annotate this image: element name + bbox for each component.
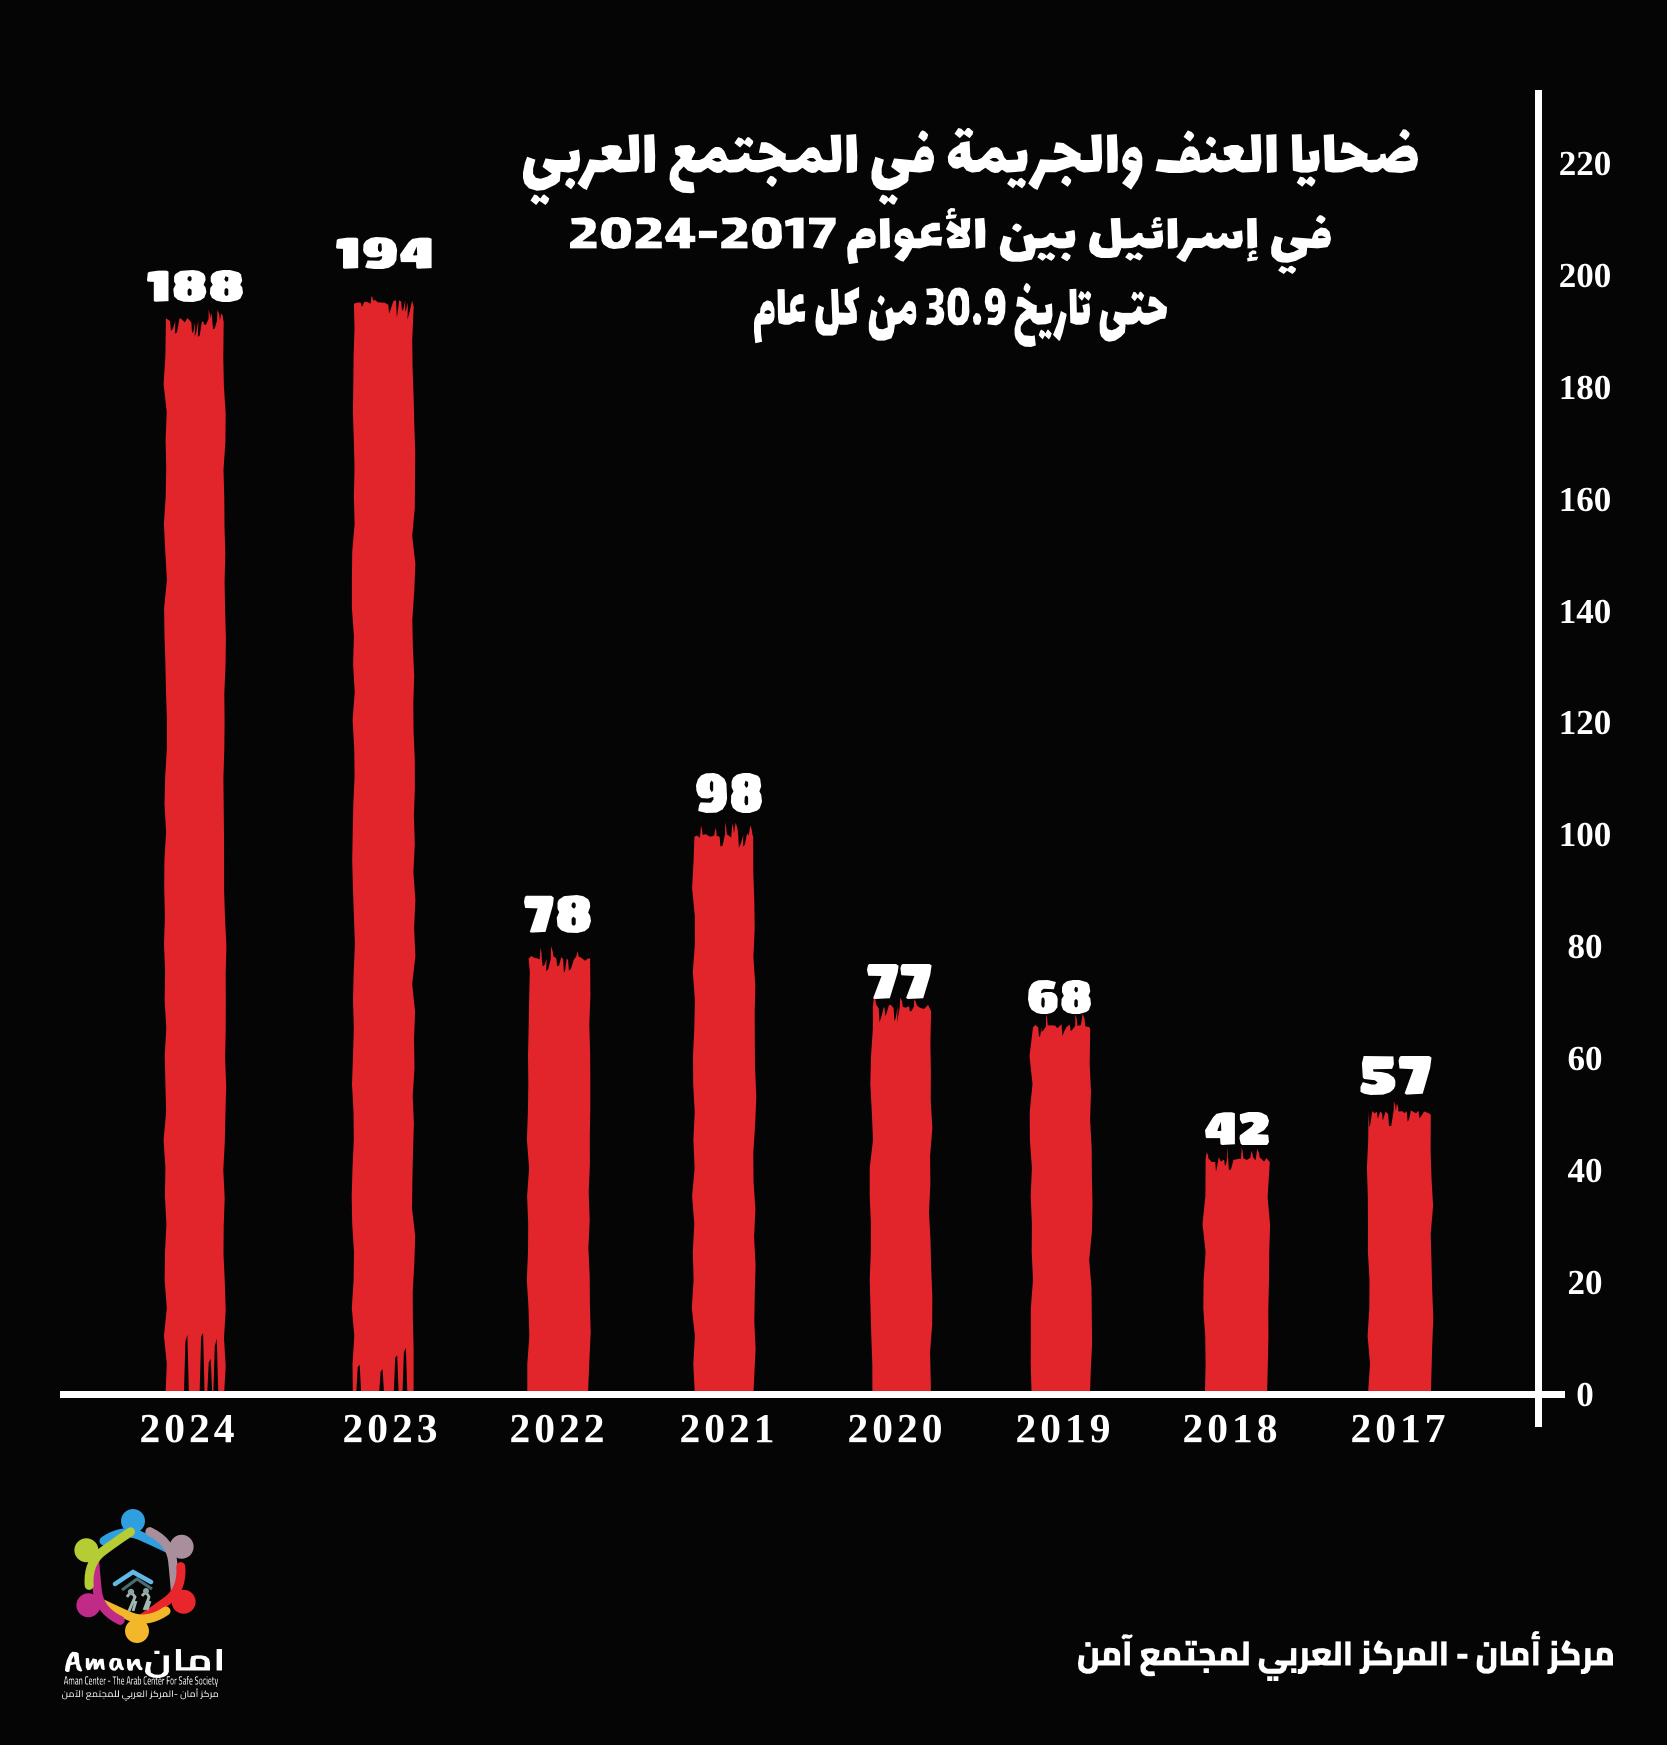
svg-text:2022: 2022 (510, 1405, 609, 1451)
svg-text:40: 40 (1568, 1151, 1603, 1190)
svg-text:220: 220 (1559, 144, 1612, 183)
svg-text:2024: 2024 (140, 1405, 239, 1451)
svg-text:140: 140 (1559, 592, 1612, 631)
svg-text:120: 120 (1559, 703, 1612, 742)
svg-text:180: 180 (1559, 368, 1612, 407)
svg-text:0: 0 (1576, 1375, 1594, 1414)
svg-text:2019: 2019 (1016, 1405, 1115, 1451)
svg-text:2020: 2020 (848, 1405, 947, 1451)
svg-text:80: 80 (1568, 927, 1603, 966)
svg-text:160: 160 (1559, 480, 1612, 519)
svg-text:2021: 2021 (680, 1405, 779, 1451)
svg-text:2017: 2017 (1351, 1405, 1450, 1451)
svg-text:2018: 2018 (1183, 1405, 1282, 1451)
svg-text:60: 60 (1568, 1039, 1603, 1078)
svg-text:100: 100 (1559, 815, 1612, 854)
svg-text:20: 20 (1568, 1263, 1603, 1302)
svg-text:200: 200 (1559, 256, 1612, 295)
svg-text:2023: 2023 (343, 1405, 442, 1451)
